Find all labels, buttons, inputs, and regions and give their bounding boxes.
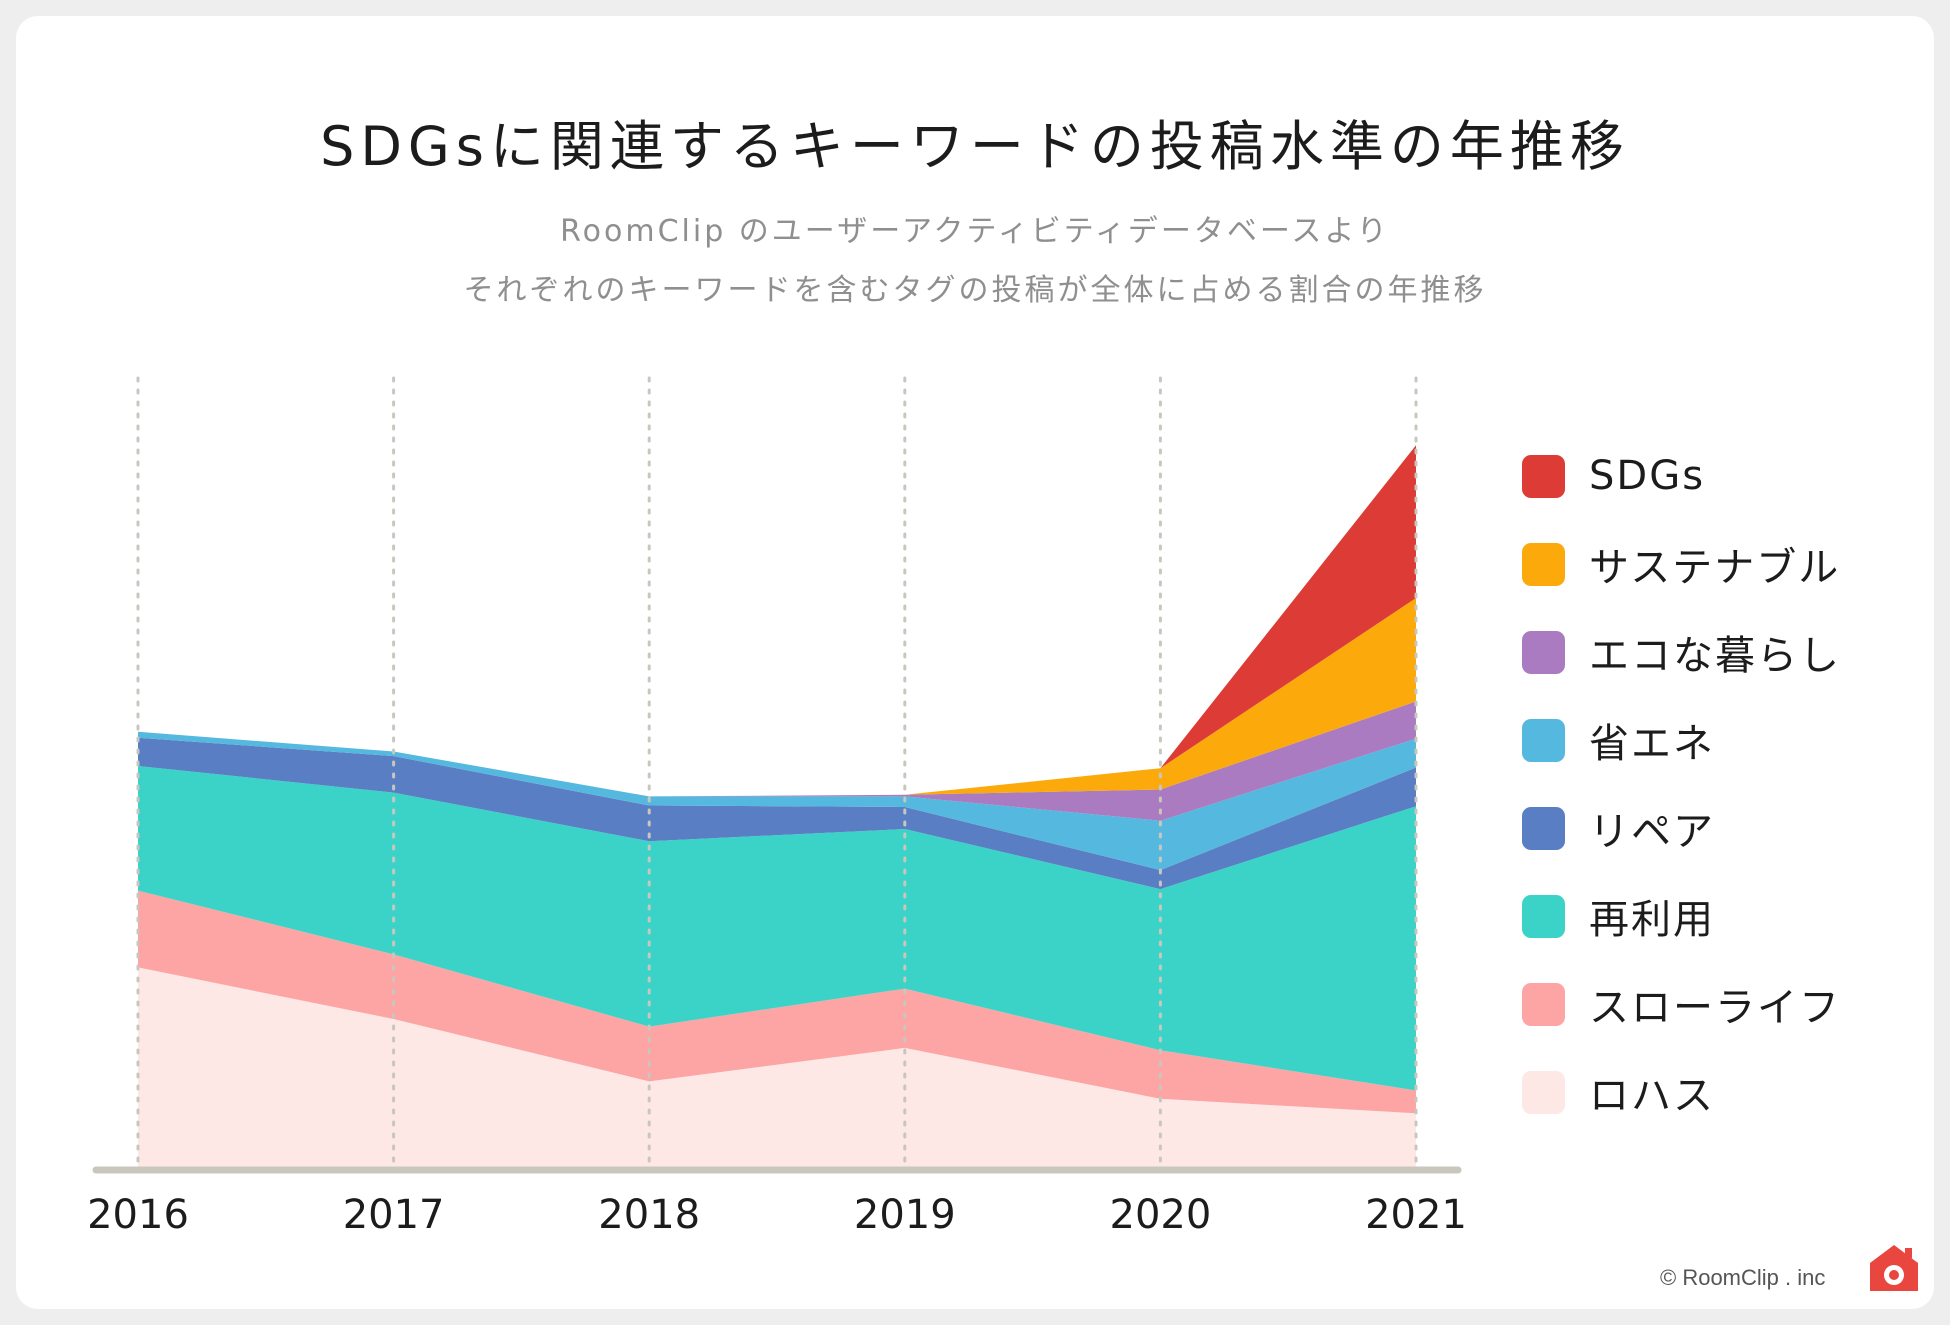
legend-item-3: 再利用 — [1522, 872, 1841, 960]
x-tick-label-2018: 2018 — [598, 1192, 700, 1238]
x-tick-label-2017: 2017 — [343, 1192, 445, 1238]
legend-label: 省エネ — [1589, 721, 1715, 767]
chart-subtitle-line-1: RoomClip のユーザーアクティビティデータベースより — [560, 214, 1390, 249]
legend-label: リペア — [1589, 809, 1715, 855]
x-tick-label-2020: 2020 — [1110, 1192, 1212, 1238]
area-series-6 — [138, 701, 1416, 821]
legend-item-5: 省エネ — [1522, 696, 1841, 784]
roomclip-logo-icon — [1870, 1245, 1918, 1291]
legend-swatch — [1522, 894, 1565, 938]
chart-title: SDGsに関連するキーワードの投稿水準の年推移 — [320, 115, 1630, 178]
legend-item-2: スローライフ — [1522, 960, 1841, 1048]
legend-swatch — [1522, 982, 1565, 1026]
x-tick-label-2019: 2019 — [854, 1192, 956, 1238]
legend-swatch — [1522, 1070, 1565, 1114]
legend-item-6: エコな暮らし — [1522, 608, 1841, 696]
legend-item-7: サステナブル — [1522, 520, 1841, 608]
legend-item-8: SDGs — [1522, 432, 1841, 520]
legend-item-1: ロハス — [1522, 1048, 1841, 1136]
legend-item-4: リペア — [1522, 784, 1841, 872]
legend-label: ロハス — [1589, 1073, 1715, 1119]
legend-label: スローライフ — [1589, 985, 1841, 1031]
x-tick-label-2016: 2016 — [87, 1192, 189, 1238]
legend-label: エコな暮らし — [1589, 633, 1841, 679]
legend-swatch — [1522, 630, 1565, 674]
legend-label: 再利用 — [1589, 897, 1715, 943]
legend-swatch — [1522, 806, 1565, 850]
legend-label: SDGs — [1589, 453, 1706, 499]
chart-legend: SDGs サステナブル エコな暮らし 省エネリペア再利用スローライフ ロハス — [1522, 432, 1841, 1136]
x-tick-label-2021: 2021 — [1365, 1192, 1467, 1238]
area-series-4 — [138, 737, 1416, 890]
legend-swatch — [1522, 454, 1565, 498]
chart-subtitle-line-2: それぞれのキーワードを含むタグの投稿が全体に占める割合の年推移 — [463, 273, 1487, 308]
legend-swatch — [1522, 718, 1565, 762]
legend-label: サステナブル — [1589, 545, 1841, 591]
area-series-2 — [138, 890, 1416, 1114]
area-series-3 — [138, 766, 1416, 1091]
area-series-5 — [138, 731, 1416, 871]
legend-swatch — [1522, 542, 1565, 586]
area-series-1 — [138, 967, 1416, 1168]
copyright-credit: © RoomClip . inc — [1660, 1265, 1826, 1290]
